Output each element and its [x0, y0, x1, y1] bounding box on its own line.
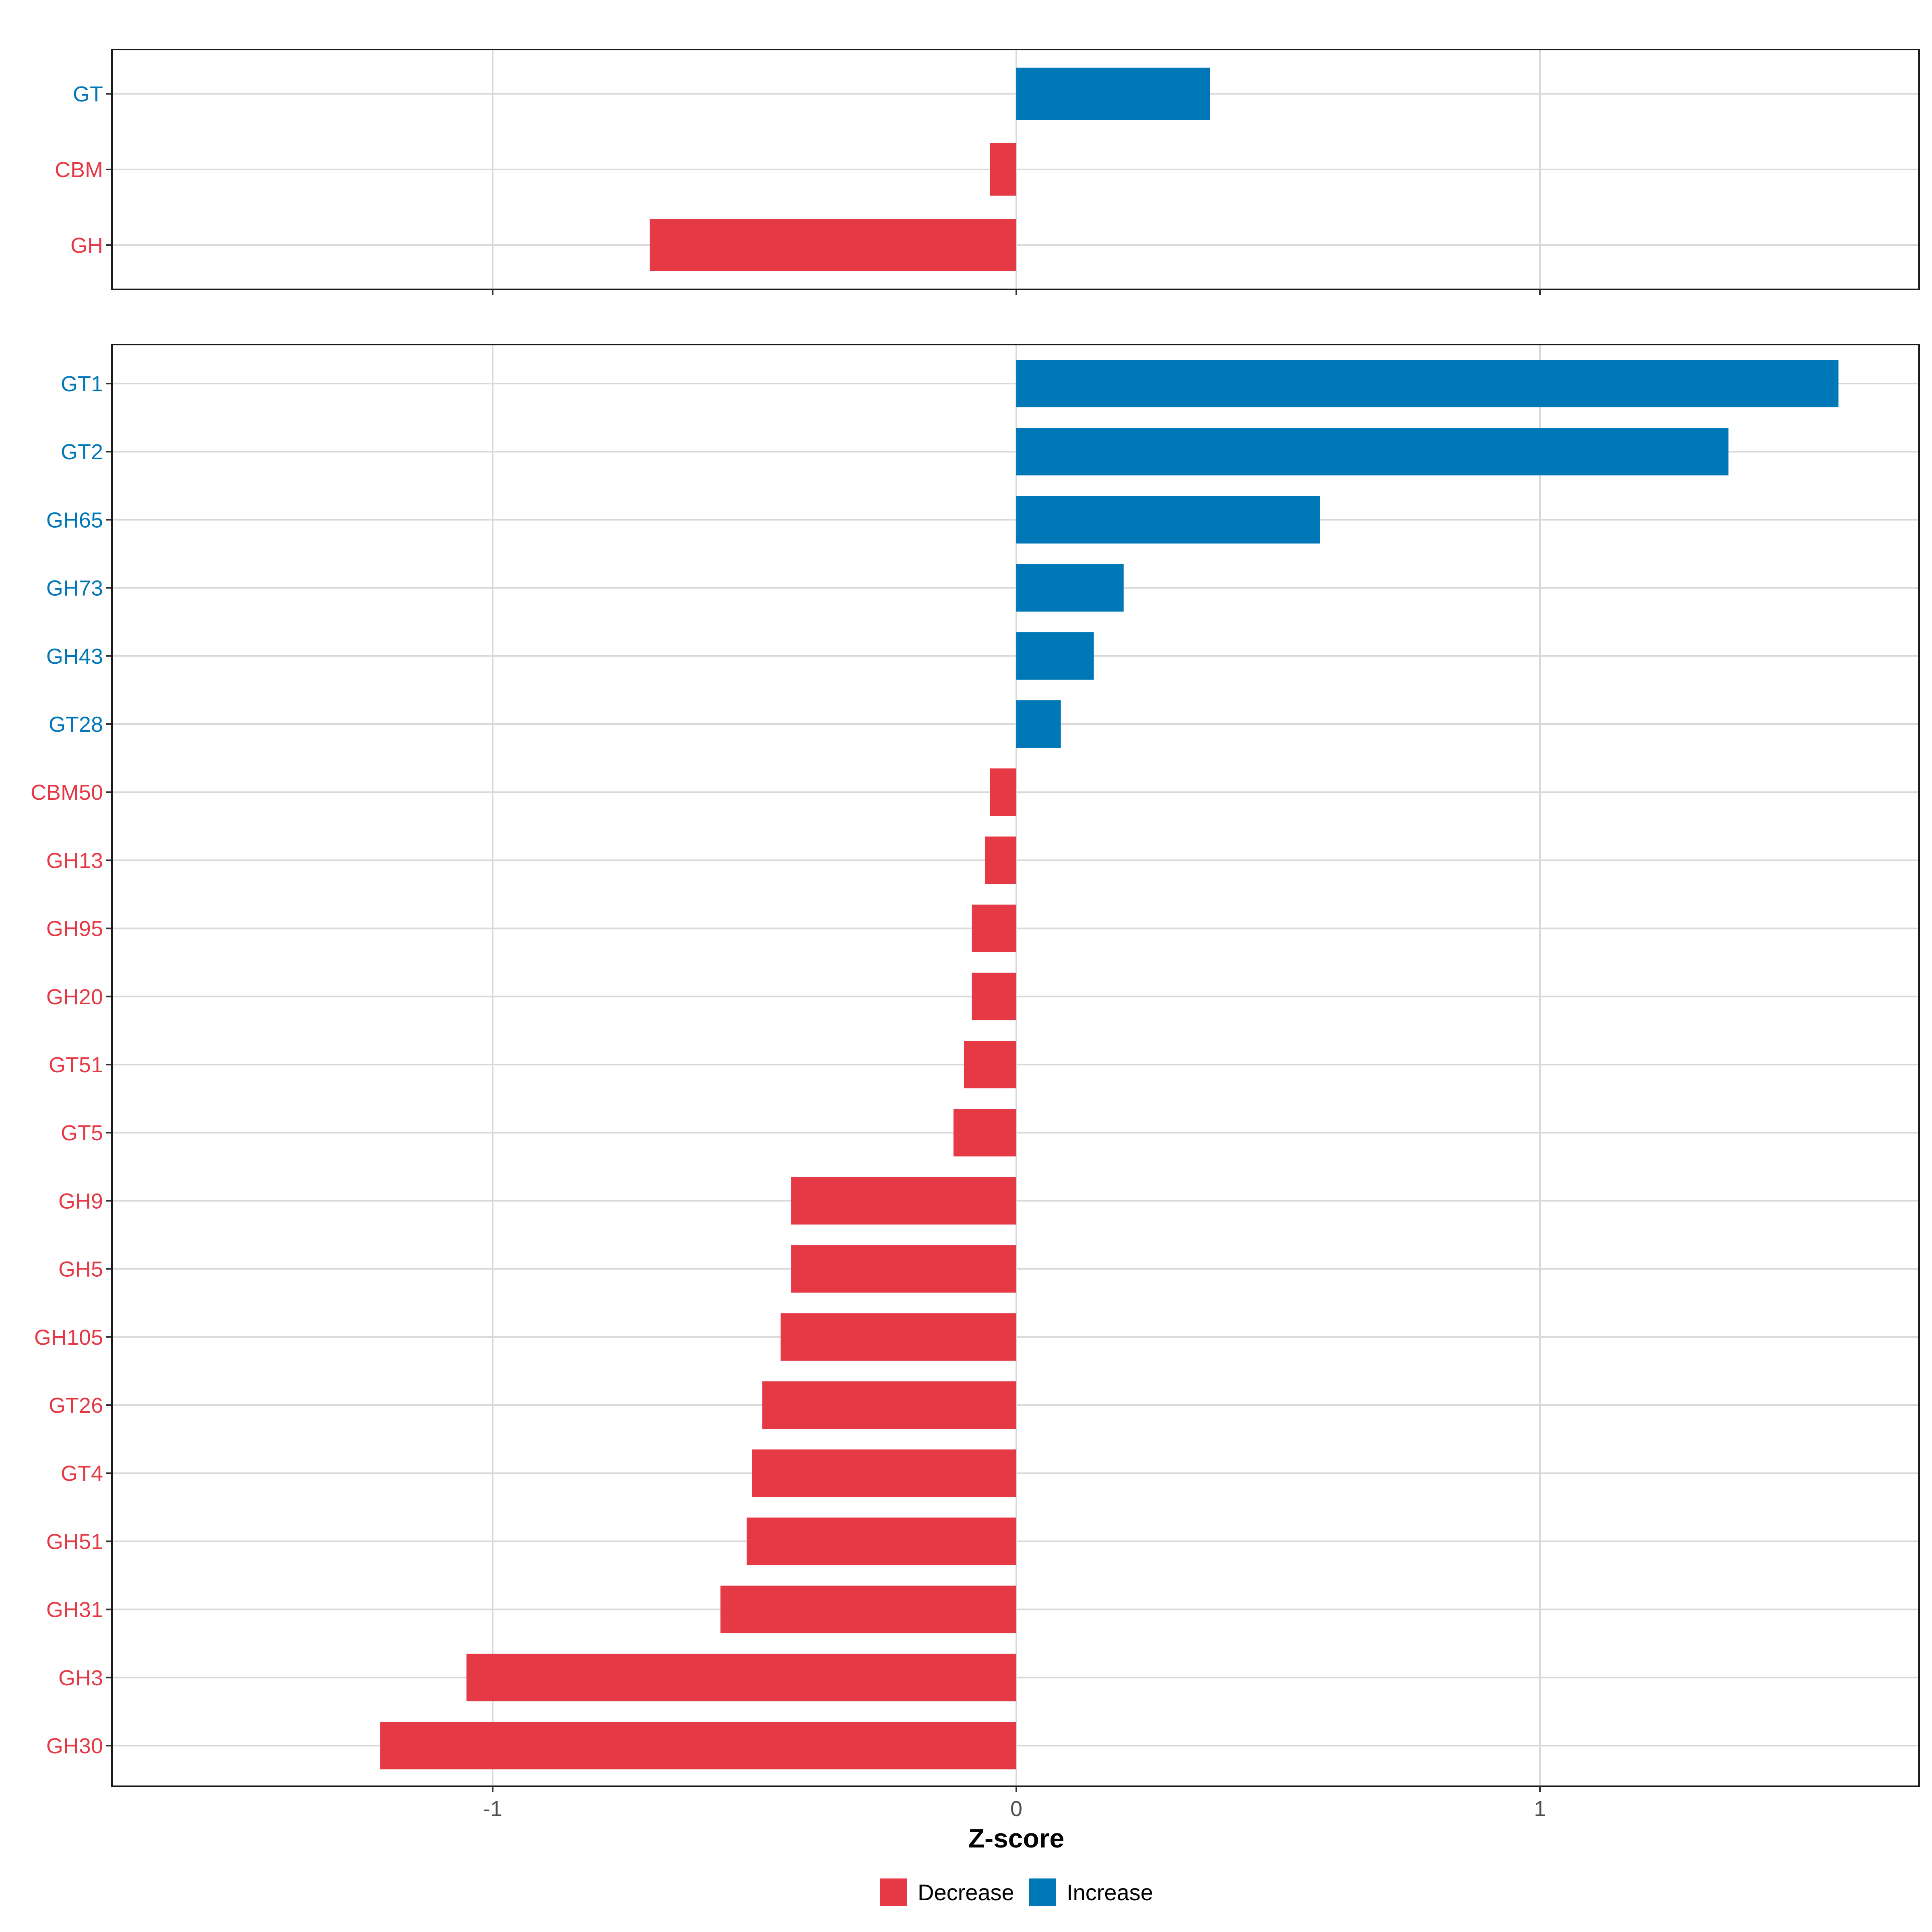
bar-gh3: [466, 1653, 1016, 1701]
bar-gt5: [953, 1109, 1016, 1157]
y-tick-label-gh13: GH13: [46, 848, 103, 873]
bar-gh13: [985, 836, 1016, 884]
y-tick-label-gt: GT: [73, 82, 103, 106]
y-tick-label-gh30: GH30: [46, 1734, 103, 1758]
y-tick-label-gt5: GT5: [61, 1121, 103, 1145]
legend-swatch-decrease: [880, 1878, 907, 1906]
y-tick-label-gt28: GT28: [49, 712, 103, 737]
y-tick-label-gt26: GT26: [49, 1393, 103, 1418]
bar-gt4: [751, 1449, 1016, 1497]
x-tick-label: 0: [1010, 1797, 1022, 1821]
panel-family-level: GT1 GT2 GH65 GH73 GH43 GT28 CBM50 GH13 GH95 GH20 G…: [31, 344, 1920, 1792]
bar-gh105: [780, 1313, 1016, 1361]
bar-gh30: [380, 1722, 1017, 1769]
y-tick-label-gh95: GH95: [46, 917, 103, 941]
bar-gh9: [791, 1177, 1016, 1225]
y-tick-label-gh5: GH5: [58, 1257, 103, 1282]
y-tick-label-gh105: GH105: [34, 1325, 103, 1350]
y-tick-label-gh20: GH20: [46, 985, 103, 1009]
y-tick-label-gh73: GH73: [46, 576, 103, 601]
y-tick-label-gt51: GT51: [49, 1053, 103, 1077]
legend-swatch-increase: [1029, 1878, 1056, 1906]
bar-gt: [1016, 68, 1210, 120]
x-tick-label: 1: [1534, 1797, 1546, 1821]
y-tick-label-gh31: GH31: [46, 1598, 103, 1622]
x-axis: -1 0 1: [483, 1797, 1546, 1821]
x-tick-label: -1: [483, 1797, 502, 1821]
y-tick-label-gt1: GT1: [61, 372, 103, 396]
y-tick-label-cbm50: CBM50: [31, 780, 103, 805]
bar-gt51: [964, 1041, 1016, 1088]
y-tick-label-gh43: GH43: [46, 644, 103, 669]
bar-gh31: [720, 1585, 1016, 1633]
legend-label-increase: Increase: [1067, 1880, 1153, 1905]
y-tick-label-gh: GH: [70, 233, 103, 258]
legend: Decrease Increase: [880, 1878, 1153, 1906]
bar-gh73: [1016, 564, 1124, 612]
bar-gh95: [972, 904, 1016, 952]
bar-gt26: [762, 1381, 1016, 1429]
y-tick-label-gh3: GH3: [58, 1666, 103, 1690]
bar-gh51: [746, 1517, 1016, 1565]
x-axis-title: Z-score: [968, 1823, 1064, 1853]
y-tick-label-gh65: GH65: [46, 508, 103, 532]
bar-gh20: [972, 972, 1016, 1020]
y-tick-label-cbm: CBM: [55, 158, 103, 182]
bar-gt28: [1016, 700, 1061, 748]
panel-class-level: GT CBM GH: [55, 49, 1920, 295]
bar-gh: [650, 219, 1016, 271]
y-tick-label-gh51: GH51: [46, 1530, 103, 1554]
y-tick-label-gh9: GH9: [58, 1189, 103, 1213]
bar-gt2: [1016, 428, 1729, 476]
bar-gh5: [791, 1245, 1016, 1293]
bar-gh43: [1016, 632, 1094, 680]
bar-gt1: [1016, 360, 1839, 407]
bar-gh65: [1016, 496, 1320, 544]
y-tick-label-gt4: GT4: [61, 1461, 103, 1486]
bar-cbm50: [990, 768, 1016, 816]
bar-cbm: [990, 143, 1016, 196]
legend-label-decrease: Decrease: [918, 1880, 1014, 1905]
y-tick-label-gt2: GT2: [61, 440, 103, 464]
